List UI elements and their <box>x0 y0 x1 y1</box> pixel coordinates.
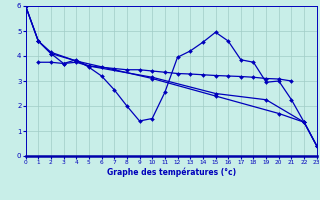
X-axis label: Graphe des températures (°c): Graphe des températures (°c) <box>107 168 236 177</box>
